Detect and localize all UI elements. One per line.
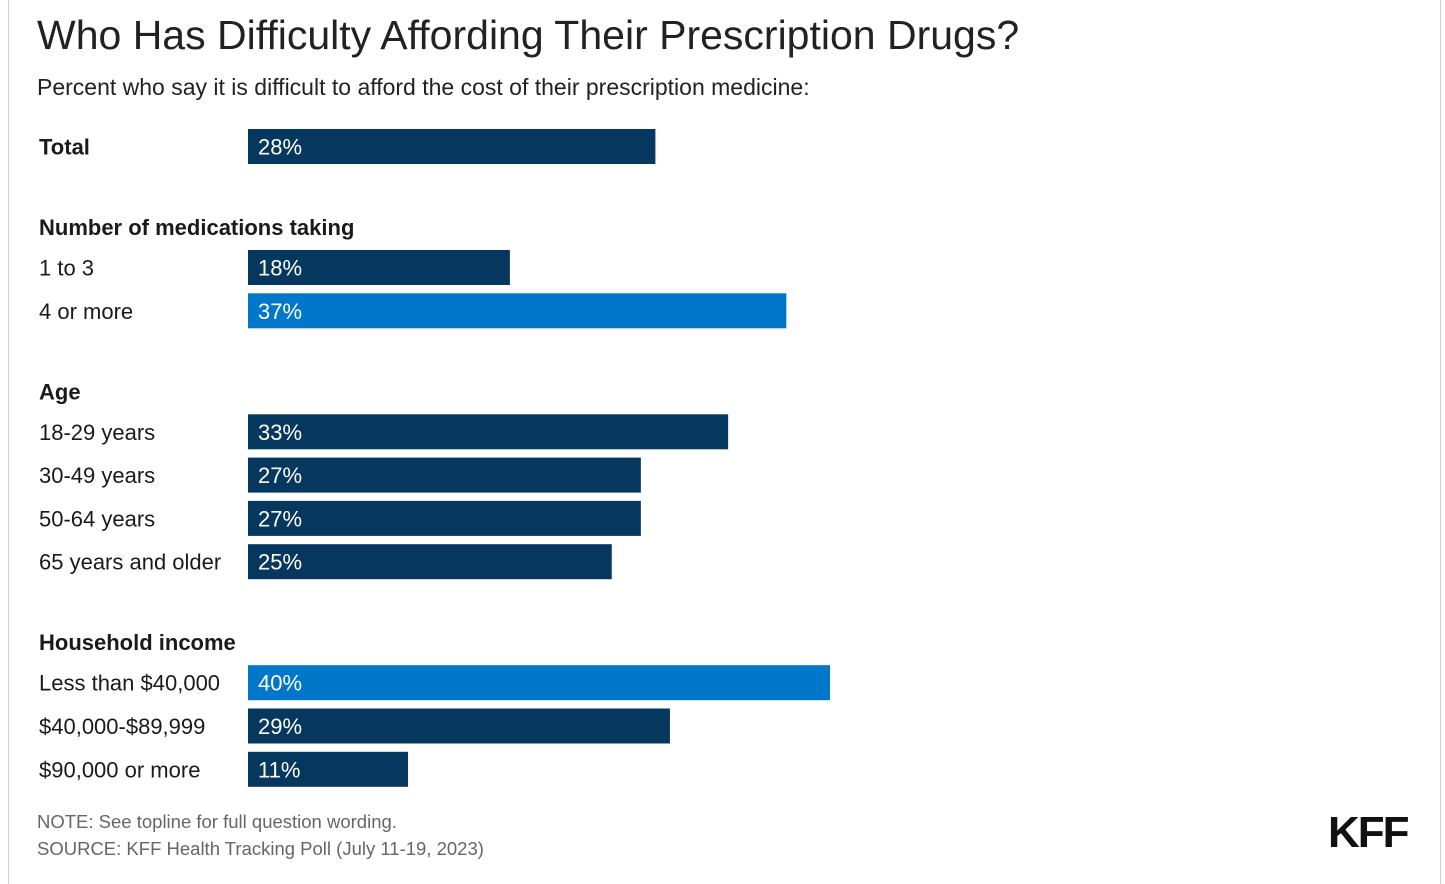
bar	[248, 457, 641, 493]
chart-note: NOTE: See topline for full question word…	[37, 811, 397, 832]
category-label: Less than $40,000	[39, 671, 220, 696]
data-label: 27%	[258, 506, 302, 531]
category-label: 4 or more	[39, 299, 133, 324]
chart-source: SOURCE: KFF Health Tracking Poll (July 1…	[37, 838, 484, 859]
bar	[248, 500, 641, 536]
category-label: $90,000 or more	[39, 757, 200, 782]
category-label: 30-49 years	[39, 463, 155, 488]
chart-subtitle: Percent who say it is difficult to affor…	[37, 74, 810, 100]
group-heading: Household income	[39, 630, 236, 655]
data-label: 33%	[258, 420, 302, 445]
data-label: 25%	[258, 550, 302, 575]
category-label: 50-64 years	[39, 506, 155, 531]
bar	[248, 293, 787, 329]
data-label: 18%	[258, 256, 302, 281]
category-label: 1 to 3	[39, 256, 94, 281]
bar	[248, 544, 612, 580]
kff-logo: KFF	[1328, 808, 1410, 857]
data-label: 29%	[258, 714, 302, 739]
bar	[248, 751, 409, 787]
category-label: $40,000-$89,999	[39, 714, 205, 739]
category-label: 65 years and older	[39, 550, 221, 575]
chart-frame	[8, 0, 1441, 884]
data-label: 27%	[258, 463, 302, 488]
data-label: 28%	[258, 135, 302, 160]
bar	[248, 129, 656, 164]
bar	[248, 414, 729, 450]
bar	[248, 708, 670, 744]
bar	[248, 665, 830, 701]
chart-title: Who Has Difficulty Affording Their Presc…	[37, 12, 1020, 58]
group-heading: Number of medications taking	[39, 215, 354, 240]
data-label: 11%	[258, 757, 300, 782]
data-label: 37%	[258, 299, 302, 324]
data-label: 40%	[258, 671, 302, 696]
category-label: Total	[39, 135, 90, 160]
group-heading: Age	[39, 379, 81, 404]
bar	[248, 250, 510, 285]
category-label: 18-29 years	[39, 420, 155, 445]
